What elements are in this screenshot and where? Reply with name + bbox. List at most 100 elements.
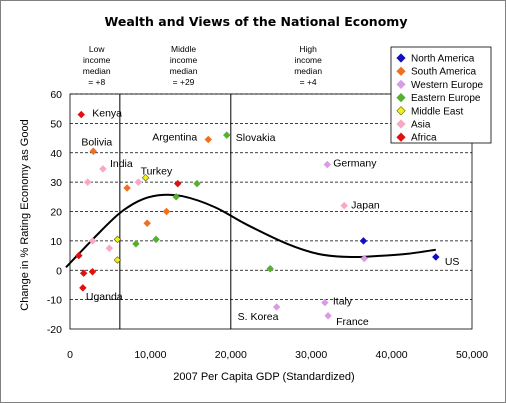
band-label-line: income	[170, 55, 198, 65]
band-label-line: Low	[89, 44, 105, 54]
chart-title: Wealth and Views of the National Economy	[105, 14, 408, 29]
band-label-line: median	[170, 66, 198, 76]
legend: North America South America Western Europe…	[390, 46, 492, 144]
legend-item: North America	[396, 53, 475, 65]
x-tick-label: 40,000	[376, 349, 408, 361]
y-tick-label: 20	[50, 207, 62, 219]
legend-marker	[396, 79, 406, 90]
band-label-line: = +8	[88, 77, 105, 87]
point-label: France	[336, 316, 369, 328]
data-point	[432, 253, 440, 261]
y-tick-label: 30	[50, 177, 62, 189]
series-africa	[75, 110, 182, 292]
series-north-america	[359, 237, 440, 261]
data-point	[77, 110, 85, 119]
x-tick-label: 20,000	[215, 349, 247, 361]
point-label: Kenya	[92, 108, 122, 120]
point-label: Argentina	[152, 132, 197, 144]
point-label: Italy	[333, 296, 353, 308]
y-tick-label: 40	[50, 148, 62, 160]
data-point	[75, 251, 83, 260]
legend-label: Middle East	[411, 106, 463, 117]
x-tick-label: 0	[67, 349, 73, 361]
legend-item: Africa	[396, 132, 437, 144]
legend-item: Western Europe	[396, 79, 484, 91]
legend-label: Asia	[411, 120, 431, 131]
legend-label: Eastern Europe	[411, 93, 481, 104]
data-point	[152, 235, 160, 244]
y-axis-label: Change in % Rating Economy as Good	[19, 119, 31, 310]
legend-marker	[396, 92, 406, 103]
series-asia	[83, 165, 348, 252]
data-point	[89, 147, 98, 156]
legend-item: Middle East	[396, 106, 463, 117]
band-label-line: median	[83, 66, 111, 76]
x-tick-label: 10,000	[134, 349, 166, 361]
series-western-europe	[272, 160, 368, 320]
data-points	[75, 110, 440, 320]
data-point	[141, 173, 150, 182]
data-point	[99, 165, 107, 173]
y-tick-label: 50	[50, 118, 62, 130]
data-point	[193, 179, 201, 188]
legend-label: North America	[411, 54, 475, 65]
legend-marker	[396, 119, 406, 129]
data-point	[204, 135, 213, 144]
data-point	[134, 178, 143, 186]
data-point	[272, 303, 281, 311]
point-label: Uganda	[86, 291, 123, 303]
point-label: US	[445, 256, 460, 268]
point-label: Turkey	[141, 166, 173, 178]
point-label: Germany	[333, 158, 377, 170]
data-point	[223, 131, 231, 139]
data-point	[123, 184, 131, 192]
income-dividers	[119, 94, 232, 329]
data-point	[162, 207, 171, 216]
legend-item: Eastern Europe	[396, 92, 481, 104]
data-point	[143, 219, 151, 227]
point-label: India	[110, 158, 133, 170]
data-point	[172, 193, 180, 201]
point-label: Slovakia	[236, 132, 276, 144]
data-point	[321, 298, 329, 307]
data-point	[340, 201, 348, 210]
x-tick-label: 30,000	[295, 349, 327, 361]
series-middle-east	[113, 173, 150, 264]
data-point	[174, 179, 182, 188]
band-label-line: median	[294, 66, 322, 76]
data-point	[360, 254, 368, 263]
band-label-line: = +29	[173, 77, 195, 87]
data-point	[359, 237, 368, 245]
legend-marker	[396, 132, 406, 142]
data-point	[324, 312, 332, 320]
x-axis-label: 2007 Per Capita GDP (Standardized)	[173, 371, 354, 383]
point-label: Japan	[351, 200, 380, 212]
data-point	[79, 269, 88, 277]
y-tick-label: 10	[50, 236, 62, 248]
data-point	[79, 284, 87, 292]
band-label-line: High	[299, 44, 317, 54]
point-label: Bolivia	[81, 136, 112, 148]
legend-item: South America	[396, 66, 476, 78]
data-point	[132, 240, 140, 248]
data-point	[105, 244, 114, 252]
band-label-line: income	[294, 55, 322, 65]
y-axis-ticks: 60 50 40 30 20 10 0 -10 -20	[47, 89, 62, 336]
data-point	[266, 265, 274, 273]
legend-box	[390, 46, 492, 144]
series-eastern-europe	[132, 131, 274, 273]
y-tick-label: 60	[50, 89, 62, 101]
legend-label: South America	[411, 67, 476, 78]
x-axis-ticks: 0 10,000 20,000 30,000 40,000 50,000	[67, 349, 488, 361]
data-point	[83, 178, 92, 186]
band-label-line: income	[83, 55, 111, 65]
legend-marker	[396, 53, 406, 63]
y-tick-label: 0	[56, 265, 62, 277]
data-point	[88, 267, 97, 276]
legend-marker	[396, 66, 406, 76]
legend-item: Asia	[396, 119, 431, 131]
